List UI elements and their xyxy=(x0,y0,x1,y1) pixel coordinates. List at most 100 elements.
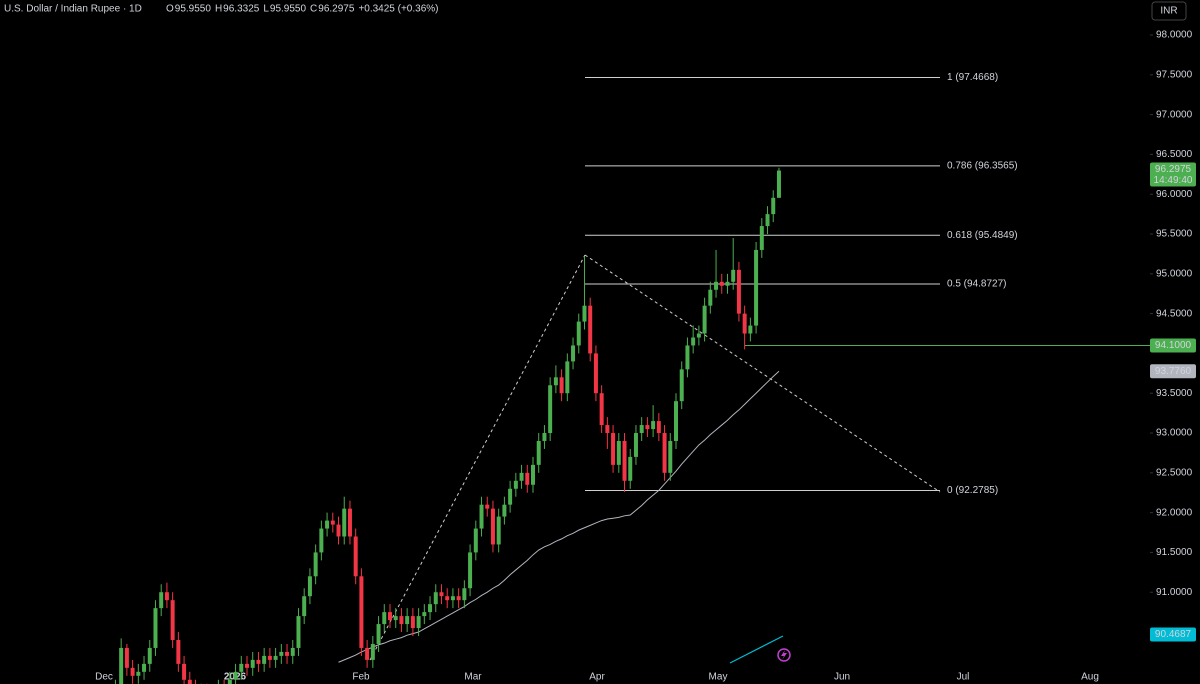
candle-body xyxy=(702,305,707,334)
candle-body xyxy=(490,508,495,545)
candle-body xyxy=(674,401,678,441)
ohlc-key: L xyxy=(263,4,269,15)
y-tick-label: 97.0000 xyxy=(1156,109,1193,120)
candle-body xyxy=(130,667,135,676)
candle-body xyxy=(536,440,541,465)
trend-dash xyxy=(369,254,586,661)
currency-button[interactable] xyxy=(1151,1,1187,21)
ohlc: O 95.9550 H 96.3325 L 95.9550 C 96.2975 +0.3425 … xyxy=(166,4,439,15)
candle-body xyxy=(525,472,530,485)
y-tick-label: 95.0000 xyxy=(1156,268,1193,279)
candle-body xyxy=(685,345,690,370)
candle-body xyxy=(336,524,341,537)
symbol: U.S. Dollar / Indian Rupee · 1D xyxy=(4,4,142,15)
candle-body xyxy=(370,643,375,660)
trend-dash xyxy=(584,254,941,493)
y-tick-label: 93.0000 xyxy=(1156,428,1193,439)
price-badge-label: 90.4687 xyxy=(1155,629,1192,640)
candle-body xyxy=(393,616,398,621)
candle-body xyxy=(662,433,667,473)
price-badge-sub: 14:49:40 xyxy=(1154,175,1193,186)
candle-body xyxy=(319,528,324,553)
candle-body xyxy=(410,616,415,629)
candle-body xyxy=(473,528,478,553)
candle-body xyxy=(582,305,587,322)
candle-body xyxy=(439,592,444,597)
candle-body xyxy=(416,616,421,629)
candle-body xyxy=(548,385,553,434)
candle-body xyxy=(696,333,701,338)
candle-body xyxy=(771,197,776,215)
candle-body xyxy=(382,612,387,625)
moving-average xyxy=(338,370,780,663)
candle-body xyxy=(142,663,147,672)
candle-body xyxy=(153,608,158,648)
y-tick-label: 97.5000 xyxy=(1156,69,1193,80)
trend-line xyxy=(729,635,784,664)
candle-body xyxy=(256,659,261,664)
y-tick-label: 96.0000 xyxy=(1156,189,1193,200)
candle-body xyxy=(273,655,278,660)
candle-body xyxy=(347,508,352,537)
candle-body xyxy=(656,421,661,434)
x-tick-label: Jun xyxy=(834,672,850,683)
candle-body xyxy=(359,576,364,648)
x-tick-label: Aug xyxy=(1081,672,1099,683)
fib-label: 0.5 (94.8727) xyxy=(947,279,1007,290)
candle-body xyxy=(290,647,295,656)
candle-body xyxy=(445,596,450,601)
ohlc-key: H xyxy=(215,4,222,15)
candle-body xyxy=(279,651,284,656)
candle-body xyxy=(325,520,330,529)
y-tick-label: 91.5000 xyxy=(1156,547,1193,558)
candle-body xyxy=(376,624,381,644)
y-tick-label: 93.5000 xyxy=(1156,388,1193,399)
candle-body xyxy=(119,647,124,684)
candle-body xyxy=(508,488,513,505)
flash-icon[interactable] xyxy=(777,648,791,662)
candle-body xyxy=(267,655,272,660)
candle-body xyxy=(565,361,570,394)
candle-body xyxy=(542,433,547,441)
y-tick-label: 94.5000 xyxy=(1156,308,1193,319)
candle-body xyxy=(124,647,129,668)
price-badge xyxy=(1150,627,1196,642)
candle-body xyxy=(633,433,638,457)
candle-body xyxy=(285,651,290,656)
candle-body xyxy=(330,520,335,525)
candle-body xyxy=(668,440,673,473)
price-badge-label: 93.7760 xyxy=(1155,366,1192,377)
candle-body xyxy=(170,600,175,640)
candle-body xyxy=(719,281,724,286)
candle-body xyxy=(302,596,307,617)
candle-body xyxy=(605,425,610,434)
candle-body xyxy=(576,321,581,346)
candle-body xyxy=(405,616,410,625)
candle-body xyxy=(296,616,301,648)
candle-body xyxy=(714,281,719,290)
candle-body xyxy=(182,663,187,680)
candle-body xyxy=(307,576,312,597)
candle-body xyxy=(227,679,232,684)
candle-body xyxy=(513,480,518,489)
candle-body xyxy=(628,456,633,481)
y-tick-label: 95.5000 xyxy=(1156,229,1193,240)
candle-body xyxy=(136,671,141,676)
candle-body xyxy=(147,647,152,664)
y-tick-label: 91.0000 xyxy=(1156,587,1193,598)
y-tick-label: 98.0000 xyxy=(1156,30,1193,41)
y-tick-label: 92.0000 xyxy=(1156,507,1193,518)
candle-body xyxy=(245,663,249,668)
candle-body xyxy=(342,508,347,537)
fib-label: 0.786 (96.3565) xyxy=(947,160,1018,171)
candle-body xyxy=(353,536,358,577)
candle-body xyxy=(388,612,392,621)
candle-body xyxy=(765,214,770,227)
candle-body xyxy=(428,604,433,613)
ohlc-key: O xyxy=(166,4,174,15)
candle-body xyxy=(651,421,656,430)
candle-body xyxy=(531,464,535,485)
candle-body xyxy=(559,377,564,394)
change: +0.3425 (+0.36%) xyxy=(358,4,438,15)
